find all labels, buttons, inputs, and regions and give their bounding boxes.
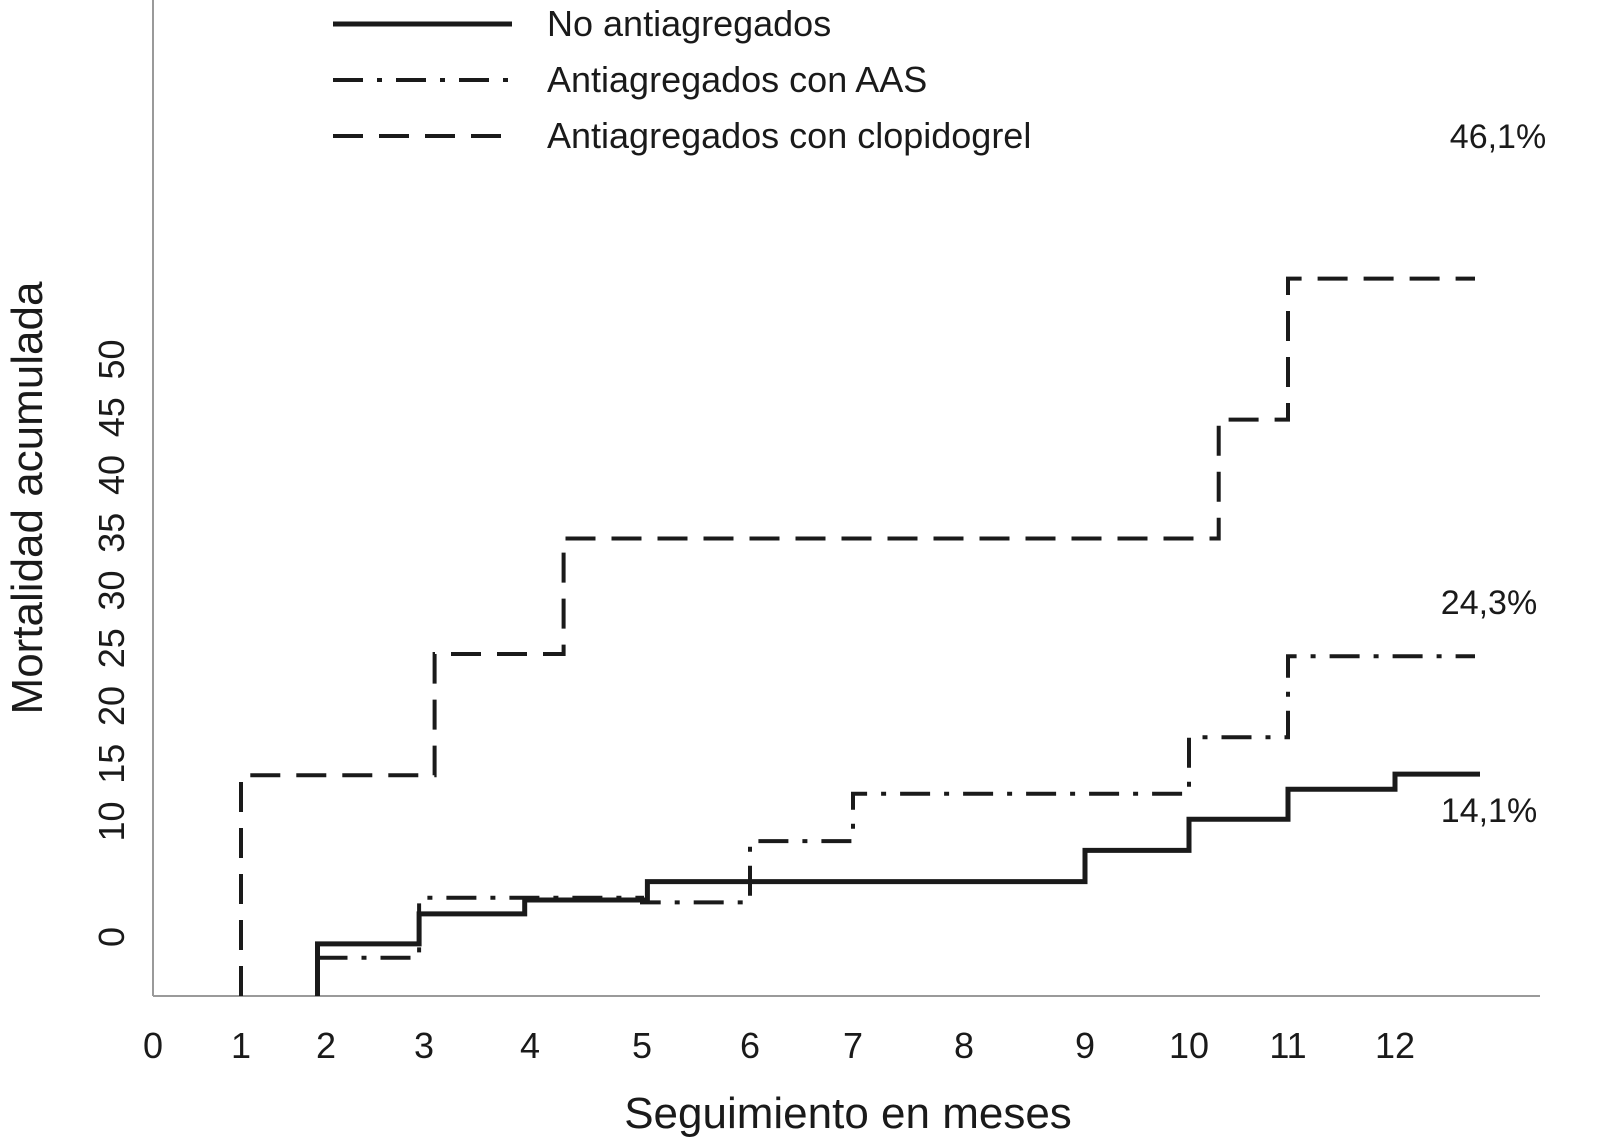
legend-label-1: No antiagregados — [547, 3, 831, 44]
y-tick-label: 50 — [91, 339, 132, 379]
x-tick-labels: 0 1 2 3 4 5 6 7 8 9 10 11 12 — [143, 1025, 1415, 1066]
y-tick-label: 10 — [91, 801, 132, 841]
series-line-3 — [239, 276, 1475, 996]
x-tick-label: 12 — [1375, 1025, 1415, 1066]
x-tick-label: 3 — [414, 1025, 434, 1066]
y-tick-label: 35 — [91, 513, 132, 553]
legend-label-2: Antiagregados con AAS — [547, 59, 927, 100]
legend-label-3: Antiagregados con clopidogrel — [547, 115, 1031, 156]
y-tick-label: 40 — [91, 455, 132, 495]
x-tick-label: 10 — [1169, 1025, 1209, 1066]
y-tick-label: 25 — [91, 628, 132, 668]
y-tick-labels: 0 10 15 20 25 30 35 40 45 50 — [91, 339, 132, 947]
x-axis-title: Seguimiento en meses — [624, 1089, 1072, 1138]
x-tick-label: 0 — [143, 1025, 163, 1066]
x-tick-label: 4 — [520, 1025, 540, 1066]
y-tick-label: 15 — [91, 744, 132, 784]
legend: No antiagregados Antiagregados con AAS Ant… — [333, 3, 1031, 156]
end-label-2: 24,3% — [1441, 584, 1537, 622]
y-tick-label: 20 — [91, 686, 132, 726]
y-tick-label: 0 — [91, 927, 132, 947]
y-axis-title: Mortalidad acumulada — [3, 281, 52, 714]
y-tick-label: 30 — [91, 570, 132, 610]
x-tick-label: 1 — [231, 1025, 251, 1066]
end-label-3: 46,1% — [1450, 118, 1546, 156]
end-labels: 14,1% 24,3% 46,1% — [1441, 118, 1546, 830]
series-line-2 — [317, 654, 1475, 960]
x-tick-label: 9 — [1075, 1025, 1095, 1066]
x-tick-label: 7 — [843, 1025, 863, 1066]
y-tick-label: 45 — [91, 397, 132, 437]
x-tick-label: 5 — [632, 1025, 652, 1066]
x-tick-label: 11 — [1269, 1025, 1306, 1066]
series-layer — [239, 276, 1480, 996]
x-tick-label: 8 — [954, 1025, 974, 1066]
series-line-1 — [315, 771, 1480, 996]
end-label-1: 14,1% — [1441, 792, 1537, 830]
x-tick-label: 6 — [740, 1025, 760, 1066]
x-tick-label: 2 — [316, 1025, 336, 1066]
